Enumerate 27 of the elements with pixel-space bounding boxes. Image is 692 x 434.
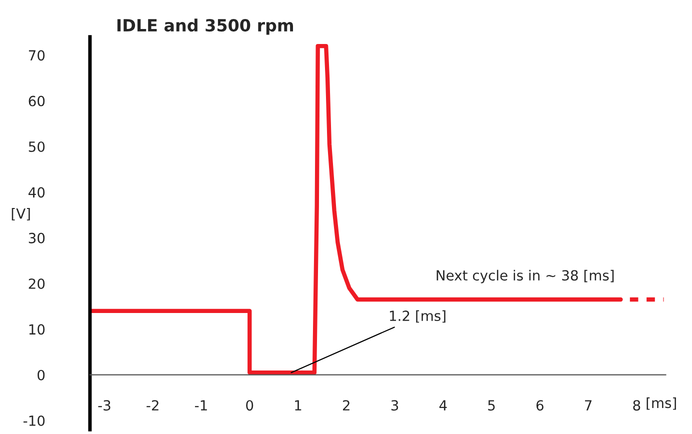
annotation: 1.2 [ms] bbox=[390, 310, 446, 323]
x-tick-label: 2 bbox=[342, 400, 350, 410]
x-tick-label: 4 bbox=[439, 400, 447, 410]
y-tick-label: 70 bbox=[28, 50, 45, 61]
x-tick-label: -1 bbox=[194, 400, 207, 410]
x-tick-label: -2 bbox=[146, 400, 158, 410]
y-tick-label: -10 bbox=[24, 415, 45, 426]
chart-title: IDLE and 3500 rpm bbox=[117, 18, 293, 35]
y-tick-label: 30 bbox=[28, 232, 45, 244]
line-series bbox=[90, 44, 623, 375]
x-tick-label: 0 bbox=[246, 400, 254, 411]
x-tick-label: 8 bbox=[633, 400, 640, 411]
x-axis-title: [ms] bbox=[646, 397, 676, 410]
y-tick-label: 60 bbox=[28, 96, 45, 106]
annotation: Next cycle is in ~ 38 [ms] bbox=[436, 270, 614, 284]
x-tick-label: -3 bbox=[98, 400, 110, 411]
x-tick-label: 5 bbox=[488, 400, 495, 411]
y-tick-label: 0 bbox=[38, 370, 45, 380]
y-axis-title: [V] bbox=[12, 208, 30, 220]
y-tick-label: 10 bbox=[29, 324, 45, 335]
y-tick-label: 40 bbox=[28, 187, 45, 198]
x-tick-label: 7 bbox=[585, 400, 592, 410]
x-tick-label: 3 bbox=[391, 400, 398, 411]
x-tick-label: 1 bbox=[295, 400, 302, 410]
x-tick-label: 6 bbox=[536, 400, 544, 411]
y-tick-label: 20 bbox=[28, 278, 45, 289]
y-tick-label: 50 bbox=[28, 141, 45, 152]
